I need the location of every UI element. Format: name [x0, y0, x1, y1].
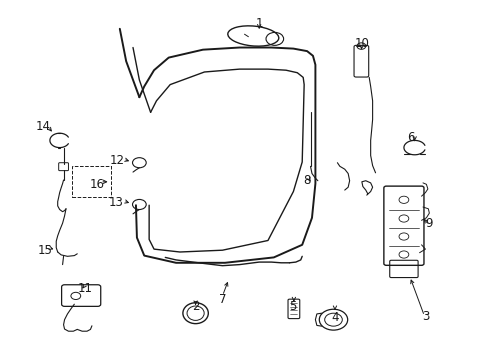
- Text: 15: 15: [38, 244, 52, 257]
- Text: 5: 5: [288, 300, 296, 313]
- Text: 3: 3: [421, 310, 428, 323]
- Text: 11: 11: [78, 282, 93, 294]
- Text: 16: 16: [89, 178, 104, 191]
- Text: 9: 9: [425, 217, 432, 230]
- Text: 6: 6: [406, 131, 414, 144]
- Text: 4: 4: [330, 311, 338, 324]
- Text: 12: 12: [110, 154, 124, 167]
- Text: 13: 13: [109, 196, 123, 209]
- Text: 1: 1: [255, 17, 263, 30]
- Text: 10: 10: [354, 37, 368, 50]
- Text: 14: 14: [36, 120, 50, 133]
- Text: 2: 2: [191, 300, 199, 313]
- Text: 7: 7: [218, 293, 226, 306]
- Text: 8: 8: [303, 174, 310, 187]
- Bar: [72, 166, 110, 197]
